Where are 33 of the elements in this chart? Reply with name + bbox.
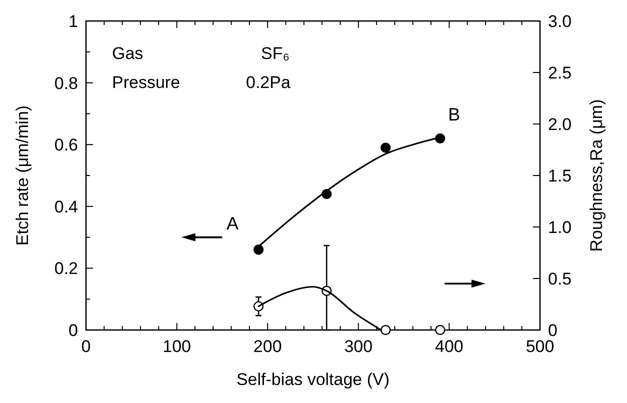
point [380, 324, 391, 336]
annotation: Pressure [112, 73, 180, 92]
point [435, 324, 446, 336]
y2-tick-label: 1.0 [548, 218, 572, 237]
y2-tick-label: 0.5 [548, 270, 572, 288]
point [253, 244, 264, 255]
y-tick-label: 0.4 [54, 197, 78, 216]
annotation: B [448, 104, 460, 124]
x-tick-label: 500 [526, 337, 554, 356]
annotation: 0.2Pa [246, 73, 291, 92]
x-tick-label: 400 [435, 337, 464, 356]
y2-axis-title: Roughness,Ra (μm) [587, 99, 606, 252]
y-tick-label: 0.8 [54, 74, 78, 93]
y-tick-label: 0 [68, 321, 78, 340]
x-tick-label: 300 [344, 337, 373, 356]
y-tick-label: 1 [68, 12, 78, 31]
y2-tick-label: 2.0 [548, 115, 572, 134]
x-tick-label: 0 [81, 337, 91, 356]
y2-tick-label: 0 [548, 321, 558, 340]
annotation: SF₆ [261, 44, 290, 63]
y2-tick-label: 2.5 [548, 64, 572, 82]
annotation: A [226, 214, 239, 234]
point [435, 133, 446, 144]
y2-tick-label: 1.5 [548, 166, 572, 186]
y2-tick-label: 3.0 [548, 12, 572, 31]
y-axis-title: Etch rate (μm/min) [13, 105, 32, 246]
point [380, 142, 391, 153]
x-tick-label: 200 [253, 337, 282, 356]
annotation: Gas [112, 44, 144, 63]
x-tick-label: 100 [162, 337, 191, 356]
y-tick-label: 0.2 [54, 259, 78, 278]
x-axis-title: Self-bias voltage (V) [236, 370, 390, 389]
y-tick-label: 0.6 [54, 136, 78, 155]
